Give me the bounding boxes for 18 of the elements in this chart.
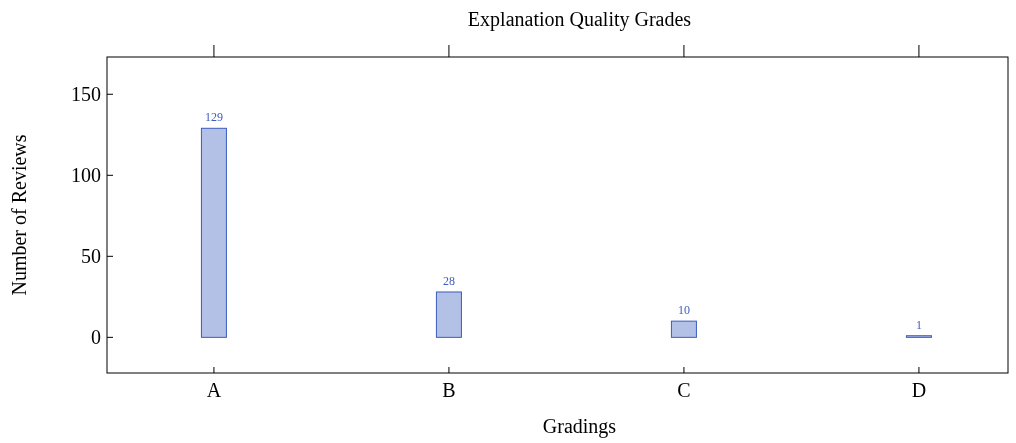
y-tick-label: 100 xyxy=(71,164,101,187)
y-tick-label: 50 xyxy=(81,245,101,268)
bar xyxy=(670,320,697,338)
chart-title: Explanation Quality Grades xyxy=(467,8,692,31)
x-tick-label: B xyxy=(442,379,456,401)
bar xyxy=(200,127,227,338)
x-axis-title: Gradings xyxy=(542,415,617,438)
y-axis-title: Number of Reviews xyxy=(8,134,30,296)
bar xyxy=(435,291,462,338)
data-label: 129 xyxy=(204,110,223,125)
x-tick-label: D xyxy=(911,379,927,401)
data-label: 10 xyxy=(677,303,690,318)
data-label: 28 xyxy=(442,273,455,288)
x-tick-label: C xyxy=(677,379,691,401)
y-tick-label: 150 xyxy=(71,83,101,106)
data-label: 1 xyxy=(915,317,922,332)
y-tick-label: 0 xyxy=(91,326,101,349)
x-tick-label: A xyxy=(206,379,222,401)
